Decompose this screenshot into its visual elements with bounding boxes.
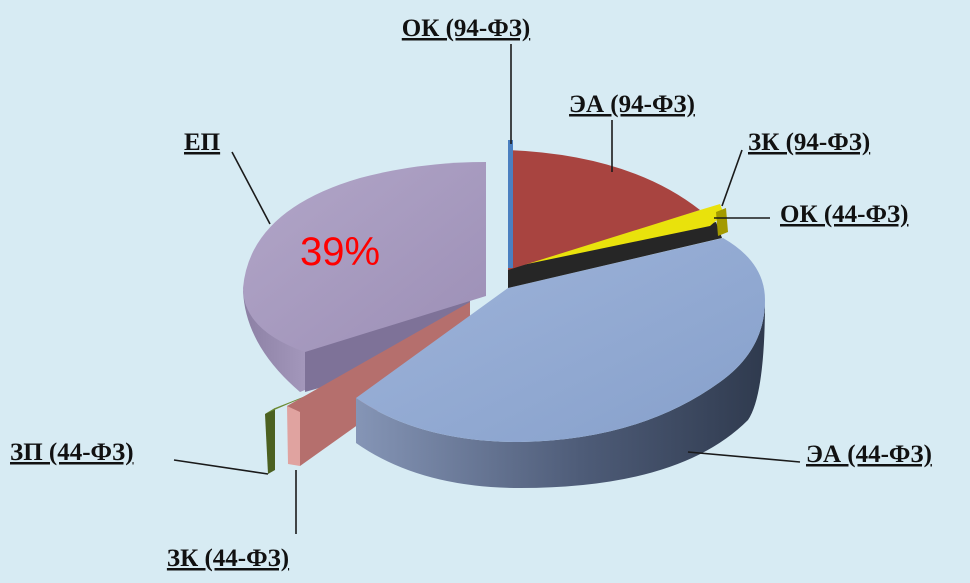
- data-label-ep: 39%: [300, 230, 380, 274]
- slice-ep-face: [305, 298, 470, 392]
- slice-ea94: [508, 150, 700, 270]
- label-ea44: ЭА (44-ФЗ): [806, 441, 932, 468]
- label-ep: ЕП: [184, 129, 220, 156]
- leader-ep: [231, 151, 271, 225]
- leader-zp44: [173, 459, 269, 475]
- leader-zk94: [721, 149, 743, 207]
- slice-ea44-top: [356, 238, 765, 442]
- slice-ok44-top: [508, 222, 722, 288]
- slice-ep: [243, 162, 486, 392]
- label-zk94: ЗК (94-ФЗ): [748, 129, 870, 156]
- label-ea94: ЭА (94-ФЗ): [569, 91, 695, 118]
- slice-ea44-side: [356, 300, 765, 488]
- label-zk44: ЗК (44-ФЗ): [167, 545, 289, 572]
- label-zp44: ЗП (44-ФЗ): [10, 439, 134, 466]
- slice-ep-top: [243, 162, 486, 352]
- slice-zk44-front: [287, 406, 300, 466]
- slice-zk94-side: [716, 208, 728, 236]
- leader-lines: [173, 44, 801, 534]
- leader-ea44: [687, 451, 801, 463]
- slice-ea94-top: [508, 150, 700, 270]
- slice-ok94-top: [508, 140, 513, 268]
- slice-ea44: [356, 238, 765, 488]
- label-ok44: ОК (44-ФЗ): [780, 201, 908, 228]
- label-ok94: ОК (94-ФЗ): [402, 15, 530, 42]
- slice-zp44-side: [265, 408, 275, 474]
- slice-ok94: [508, 140, 513, 268]
- category-labels: ОК (94-ФЗ) ЭА (94-ФЗ) ЗК (94-ФЗ) ОК (44-…: [10, 15, 932, 572]
- slice-ok44: [508, 222, 722, 288]
